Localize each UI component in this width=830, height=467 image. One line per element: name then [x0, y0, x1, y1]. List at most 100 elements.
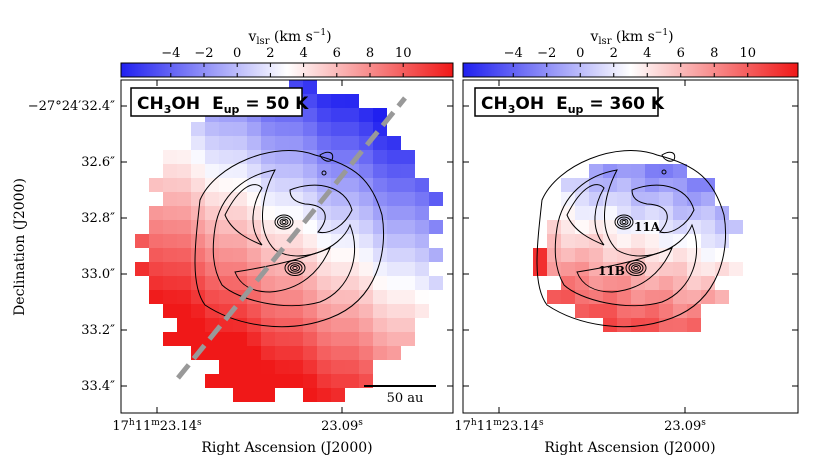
velocity-pixel	[247, 332, 261, 346]
velocity-pixel	[631, 220, 645, 234]
velocity-pixel	[275, 276, 289, 290]
right-x-axis: 17h11m23.14s 23.09s Right Ascension (J20…	[454, 80, 716, 456]
velocity-pixel	[645, 164, 659, 178]
velocity-pixel	[233, 220, 247, 234]
colorbar-tick-label: 6	[677, 46, 685, 61]
velocity-pixel	[575, 276, 589, 290]
scale-bar: 50 au	[364, 385, 436, 406]
colorbar-tick-label: −4	[161, 46, 180, 61]
velocity-pixel	[261, 192, 275, 206]
velocity-pixel	[191, 220, 205, 234]
velocity-pixel	[359, 374, 373, 388]
velocity-pixel	[603, 318, 617, 332]
velocity-pixel	[149, 290, 163, 304]
velocity-pixel	[219, 262, 233, 276]
velocity-pixel	[617, 276, 631, 290]
velocity-pixel	[345, 234, 359, 248]
velocity-pixel	[373, 150, 387, 164]
velocity-pixel	[575, 234, 589, 248]
velocity-pixel	[233, 248, 247, 262]
velocity-pixel	[373, 248, 387, 262]
velocity-pixel	[415, 234, 429, 248]
velocity-pixel	[247, 290, 261, 304]
velocity-pixel	[715, 248, 729, 262]
velocity-pixel	[617, 234, 631, 248]
velocity-pixel	[387, 262, 401, 276]
velocity-pixel	[331, 150, 345, 164]
velocity-pixel	[715, 262, 729, 276]
velocity-pixel	[331, 276, 345, 290]
velocity-pixel	[219, 346, 233, 360]
velocity-pixel	[177, 332, 191, 346]
velocity-pixel	[303, 290, 317, 304]
velocity-pixel	[163, 262, 177, 276]
velocity-pixel	[163, 192, 177, 206]
velocity-pixel	[317, 234, 331, 248]
velocity-pixel	[191, 276, 205, 290]
left-xtick-label-1: 17h11m23.14s	[112, 418, 202, 434]
right-source-a-contours	[614, 214, 634, 230]
velocity-pixel	[387, 234, 401, 248]
velocity-pixel	[317, 136, 331, 150]
velocity-pixel	[275, 374, 289, 388]
velocity-pixel	[247, 318, 261, 332]
velocity-pixel	[219, 122, 233, 136]
velocity-pixel	[575, 248, 589, 262]
velocity-pixel	[345, 304, 359, 318]
velocity-pixel	[701, 234, 715, 248]
velocity-pixel	[261, 248, 275, 262]
velocity-pixel	[303, 150, 317, 164]
velocity-pixel	[205, 150, 219, 164]
velocity-pixel	[275, 122, 289, 136]
velocity-pixel	[701, 206, 715, 220]
velocity-pixel	[373, 136, 387, 150]
velocity-pixel	[359, 206, 373, 220]
velocity-pixel	[191, 178, 205, 192]
velocity-pixel	[373, 332, 387, 346]
colorbar-tick-label: 6	[333, 46, 341, 61]
velocity-pixel	[261, 346, 275, 360]
velocity-pixel	[233, 388, 247, 402]
velocity-pixel	[233, 276, 247, 290]
velocity-pixel	[289, 206, 303, 220]
velocity-pixel	[415, 276, 429, 290]
velocity-pixel	[373, 262, 387, 276]
velocity-pixel	[191, 136, 205, 150]
velocity-pixel	[603, 304, 617, 318]
velocity-pixel	[177, 318, 191, 332]
velocity-pixel	[303, 220, 317, 234]
velocity-pixel	[387, 332, 401, 346]
velocity-pixel	[415, 304, 429, 318]
velocity-pixel	[317, 178, 331, 192]
velocity-pixel	[687, 290, 701, 304]
velocity-pixel	[645, 234, 659, 248]
left-x-axis: 17h11m23.14s 23.09s Right Ascension (J20…	[112, 80, 373, 456]
left-source-a-contours	[274, 214, 294, 230]
velocity-pixel	[191, 164, 205, 178]
velocity-pixel	[631, 248, 645, 262]
velocity-pixel	[317, 304, 331, 318]
velocity-pixel	[701, 290, 715, 304]
velocity-pixel	[191, 290, 205, 304]
velocity-pixel	[177, 150, 191, 164]
velocity-pixel	[533, 248, 547, 262]
velocity-pixel	[589, 178, 603, 192]
velocity-pixel	[303, 374, 317, 388]
velocity-pixel	[233, 360, 247, 374]
velocity-pixel	[429, 220, 443, 234]
velocity-pixel	[317, 122, 331, 136]
velocity-pixel	[303, 136, 317, 150]
velocity-pixel	[191, 262, 205, 276]
right-contours	[536, 150, 727, 328]
velocity-pixel	[149, 248, 163, 262]
velocity-pixel	[659, 206, 673, 220]
velocity-pixel	[401, 150, 415, 164]
left-colorbar: vlsr (km s−1) −4 −2 0 2 4 6 8 10	[120, 28, 454, 78]
velocity-pixel	[205, 192, 219, 206]
velocity-pixel	[715, 234, 729, 248]
velocity-pixel	[233, 374, 247, 388]
velocity-pixel	[401, 192, 415, 206]
velocity-pixel	[673, 248, 687, 262]
velocity-pixel	[247, 248, 261, 262]
velocity-pixel	[415, 248, 429, 262]
